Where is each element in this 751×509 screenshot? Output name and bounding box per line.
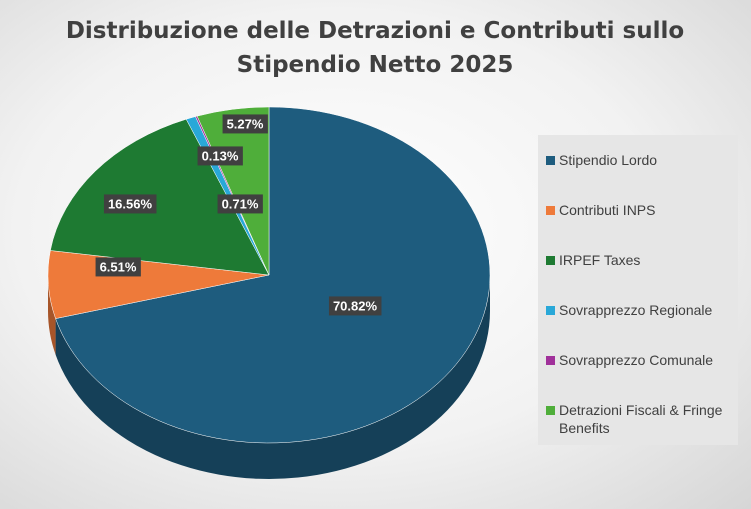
legend-entry: Sovrapprezzo Comunale (546, 351, 731, 369)
data-label: 0.71% (217, 194, 263, 214)
chart-title: Distribuzione delle Detrazioni e Contrib… (65, 18, 685, 78)
legend-entry: IRPEF Taxes (546, 251, 731, 269)
data-label-text: 16.56% (108, 196, 153, 211)
data-label: 5.27% (222, 114, 268, 134)
legend-label: Detrazioni Fiscali & Fringe Benefits (559, 402, 723, 436)
legend-entry: Contributi INPS (546, 201, 731, 219)
data-label-box (103, 194, 157, 214)
data-label-box (328, 296, 382, 316)
legend-label: IRPEF Taxes (559, 252, 641, 268)
slice-side (55, 275, 491, 479)
legend-swatch (546, 156, 555, 165)
legend-swatch (546, 256, 555, 265)
data-label-text: 5.27% (227, 116, 264, 131)
data-label-text: 6.51% (100, 259, 137, 274)
data-label: 0.13% (197, 146, 243, 166)
data-label-box (217, 194, 263, 214)
data-label-box (197, 146, 243, 166)
legend-swatch (546, 406, 555, 415)
data-label-text: 0.71% (222, 196, 259, 211)
slice (50, 118, 270, 276)
data-label: 70.82% (328, 296, 382, 316)
slice (55, 106, 491, 444)
legend-entry: Sovrapprezzo Regionale (546, 301, 731, 319)
legend-swatch (546, 306, 555, 315)
data-label: 6.51% (95, 257, 141, 277)
legend: Stipendio Lordo Contributi INPS IRPEF Taxe… (538, 135, 738, 445)
legend-label: Sovrapprezzo Comunale (559, 352, 714, 368)
data-label: 16.56% (103, 194, 157, 214)
legend-swatch (546, 206, 555, 215)
legend-swatch (546, 356, 555, 365)
legend-label: Sovrapprezzo Regionale (559, 302, 713, 318)
legend-entry: Detrazioni Fiscali & Fringe Benefits (546, 401, 731, 437)
data-label-text: 70.82% (333, 298, 378, 313)
legend-label: Stipendio Lordo (559, 152, 658, 168)
legend-label: Contributi INPS (559, 202, 656, 218)
data-label-text: 0.13% (202, 148, 239, 163)
slice-side (48, 275, 56, 355)
legend-entry: Stipendio Lordo (546, 151, 731, 169)
data-label-box (95, 257, 141, 277)
data-label-box (222, 114, 268, 134)
